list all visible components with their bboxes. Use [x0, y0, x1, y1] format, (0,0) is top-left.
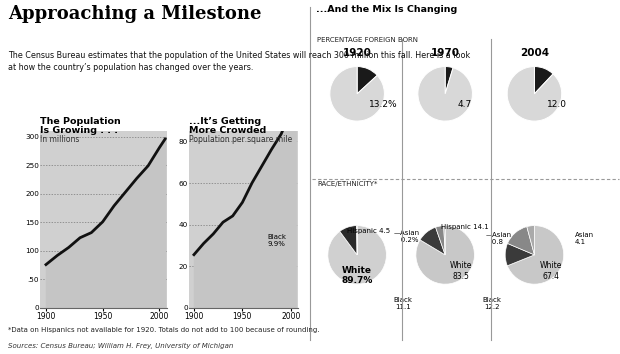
Text: More Crowded: More Crowded — [189, 126, 267, 135]
Text: White
89.7%: White 89.7% — [342, 266, 373, 285]
Wedge shape — [340, 225, 357, 255]
Text: *Data on Hispanics not available for 1920. Totals do not add to 100 because of r: *Data on Hispanics not available for 192… — [8, 327, 319, 333]
Text: 4.7: 4.7 — [458, 99, 472, 109]
Wedge shape — [444, 225, 445, 255]
Text: White
83.5: White 83.5 — [450, 261, 472, 281]
Text: White
67.4: White 67.4 — [539, 261, 562, 281]
Wedge shape — [330, 67, 384, 121]
Wedge shape — [534, 67, 553, 94]
Wedge shape — [416, 225, 474, 284]
Wedge shape — [445, 67, 453, 94]
Text: Black
9.9%: Black 9.9% — [267, 234, 286, 247]
Text: Approaching a Milestone: Approaching a Milestone — [8, 5, 262, 23]
Wedge shape — [357, 67, 377, 94]
Text: PERCENTAGE FOREIGN BORN: PERCENTAGE FOREIGN BORN — [317, 37, 418, 43]
Wedge shape — [420, 227, 445, 255]
Wedge shape — [436, 225, 445, 255]
Text: The Population: The Population — [40, 117, 121, 126]
Text: In millions: In millions — [40, 135, 80, 143]
Text: Black
11.1: Black 11.1 — [393, 297, 412, 310]
Text: Black
12.2: Black 12.2 — [482, 297, 502, 310]
Wedge shape — [527, 225, 534, 255]
Wedge shape — [328, 225, 386, 284]
Text: —Asian
   0.2%: —Asian 0.2% — [394, 230, 420, 243]
Text: The Census Bureau estimates that the population of the United States will reach : The Census Bureau estimates that the pop… — [8, 51, 471, 72]
Text: ...It’s Getting: ...It’s Getting — [189, 117, 261, 126]
Text: 12.0: 12.0 — [547, 99, 567, 109]
Text: Asian
4.1: Asian 4.1 — [575, 232, 594, 245]
Text: RACE/ETHNICITY*: RACE/ETHNICITY* — [317, 181, 378, 187]
Wedge shape — [418, 67, 472, 121]
Text: Sources: Census Bureau; William H. Frey, University of Michigan: Sources: Census Bureau; William H. Frey,… — [8, 343, 234, 349]
Wedge shape — [505, 244, 534, 266]
Text: ...And the Mix Is Changing: ...And the Mix Is Changing — [316, 5, 458, 14]
Text: Hispanic 4.5: Hispanic 4.5 — [347, 228, 390, 234]
Wedge shape — [507, 67, 562, 121]
Text: —Asian
   0.8: —Asian 0.8 — [485, 232, 512, 245]
Title: 2004: 2004 — [520, 47, 549, 58]
Text: Is Growing . . .: Is Growing . . . — [40, 126, 118, 135]
Text: Hispanic 14.1: Hispanic 14.1 — [441, 224, 489, 230]
Text: Population per square mile: Population per square mile — [189, 135, 293, 143]
Title: 1920: 1920 — [343, 47, 371, 58]
Wedge shape — [508, 227, 534, 255]
Text: 13.2%: 13.2% — [370, 99, 398, 109]
Title: 1970: 1970 — [431, 47, 459, 58]
Wedge shape — [507, 225, 564, 284]
